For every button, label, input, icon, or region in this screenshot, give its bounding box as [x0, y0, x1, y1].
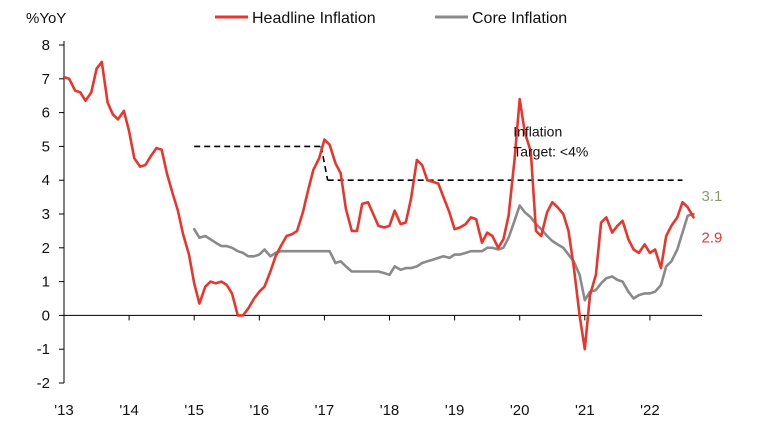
legend-label-core: Core Inflation	[472, 10, 567, 27]
y-tick-label: 4	[42, 172, 50, 189]
x-tick-label: '14	[119, 402, 139, 419]
y-tick-label: 2	[42, 240, 50, 257]
y-tick-label: 5	[42, 138, 50, 155]
axes: -2 -1 0 1 2 3 4 5 6 7 8 '13 '14 '15 '16 '17 '18 '19 '20 '21…	[37, 37, 702, 419]
end-label: 2.9	[702, 229, 723, 246]
annotation-line: Target: <4%	[513, 143, 588, 159]
y-tick-label: 0	[42, 307, 50, 324]
x-tick-label: '22	[640, 402, 660, 419]
annotation-line: Inflation	[513, 123, 562, 139]
y-tick-label: -2	[37, 375, 50, 392]
series-lines	[62, 60, 695, 351]
y-tick-label: 7	[42, 71, 50, 88]
x-tick-label: '17	[315, 402, 335, 419]
series-line-headline-inflation	[62, 60, 695, 351]
x-tick-label: '21	[575, 402, 595, 419]
target-annotation: Inflation Target: <4%	[513, 123, 588, 159]
y-tick-label: 3	[42, 206, 50, 223]
x-tick-label: '19	[445, 402, 465, 419]
y-tick-label: 6	[42, 105, 50, 122]
y-tick-label: 1	[42, 274, 50, 291]
y-axis-label: %YoY	[26, 10, 66, 27]
legend: Headline Inflation Core Inflation	[215, 10, 567, 27]
y-tick-label: 8	[42, 37, 50, 54]
x-tick-label: '18	[380, 402, 400, 419]
x-tick-label: '16	[250, 402, 270, 419]
x-tick-label: '15	[184, 402, 204, 419]
x-tick-label: '13	[54, 402, 74, 419]
legend-label-headline: Headline Inflation	[252, 10, 376, 27]
y-tick-label: -1	[37, 341, 50, 358]
inflation-target-line	[194, 145, 683, 181]
x-tick-label: '20	[510, 402, 530, 419]
series-line-core-inflation	[192, 204, 695, 302]
end-label: 3.1	[702, 188, 723, 205]
end-labels: 2.9 3.1	[702, 188, 723, 246]
